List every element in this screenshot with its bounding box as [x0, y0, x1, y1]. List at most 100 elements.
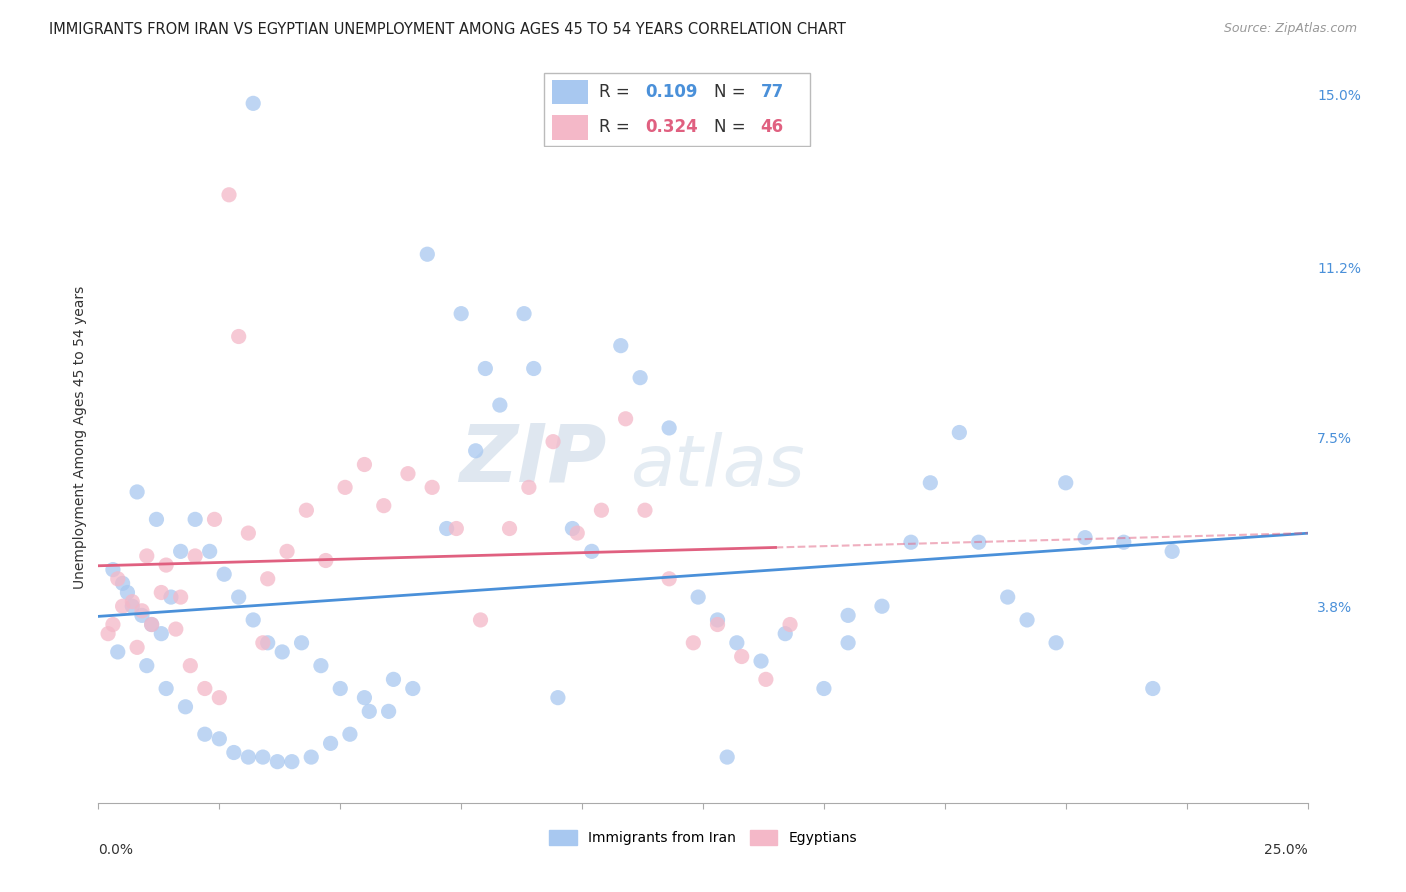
Point	[725, 636, 748, 650]
Point	[222, 746, 245, 760]
Point	[813, 681, 835, 696]
Point	[420, 480, 443, 494]
Point	[97, 626, 120, 640]
Point	[353, 690, 375, 705]
Point	[121, 594, 143, 608]
Point	[281, 755, 304, 769]
Text: 0.109: 0.109	[645, 83, 697, 101]
Point	[464, 443, 486, 458]
Point	[1112, 535, 1135, 549]
Point	[436, 521, 458, 535]
Point	[446, 521, 468, 535]
Point	[450, 307, 472, 321]
Point	[131, 604, 153, 618]
Point	[382, 673, 405, 687]
Point	[339, 727, 361, 741]
Point	[145, 512, 167, 526]
Point	[755, 673, 778, 687]
Point	[474, 361, 496, 376]
Point	[402, 681, 425, 696]
Point	[127, 640, 149, 655]
Point	[184, 549, 207, 563]
Point	[731, 649, 754, 664]
Point	[150, 626, 173, 640]
Point	[1054, 475, 1077, 490]
Point	[169, 544, 191, 558]
Point	[271, 645, 294, 659]
Bar	[553, 115, 588, 140]
Point	[682, 636, 704, 650]
Point	[706, 613, 728, 627]
Point	[614, 412, 637, 426]
FancyBboxPatch shape	[544, 73, 810, 145]
Text: atlas: atlas	[630, 432, 806, 500]
Point	[706, 617, 728, 632]
Text: 0.324: 0.324	[645, 119, 699, 136]
Point	[416, 247, 439, 261]
Point	[111, 599, 134, 614]
Point	[837, 636, 859, 650]
Point	[165, 622, 187, 636]
Point	[517, 480, 540, 494]
Point	[299, 750, 322, 764]
Point	[135, 549, 157, 563]
Point	[155, 681, 177, 696]
Point	[1045, 636, 1067, 650]
Point	[107, 572, 129, 586]
Point	[266, 755, 288, 769]
Point	[160, 590, 183, 604]
Point	[377, 705, 399, 719]
Point	[749, 654, 772, 668]
Point	[591, 503, 613, 517]
Point	[155, 558, 177, 573]
Point	[948, 425, 970, 440]
Point	[396, 467, 419, 481]
Point	[523, 361, 546, 376]
Point	[837, 608, 859, 623]
Text: 77: 77	[761, 83, 785, 101]
Point	[179, 658, 201, 673]
Point	[967, 535, 990, 549]
Point	[101, 563, 124, 577]
Point	[498, 521, 520, 535]
Point	[174, 699, 197, 714]
Point	[208, 731, 231, 746]
Point	[1074, 531, 1097, 545]
Point	[773, 626, 796, 640]
Point	[242, 96, 264, 111]
Point	[141, 617, 163, 632]
Point	[228, 329, 250, 343]
Legend: Immigrants from Iran, Egyptians: Immigrants from Iran, Egyptians	[543, 825, 863, 851]
Point	[194, 681, 217, 696]
Text: Source: ZipAtlas.com: Source: ZipAtlas.com	[1223, 22, 1357, 36]
Point	[252, 750, 274, 764]
Point	[150, 585, 173, 599]
Point	[101, 617, 124, 632]
Point	[489, 398, 512, 412]
Point	[127, 485, 149, 500]
Point	[135, 658, 157, 673]
Text: R =: R =	[599, 119, 636, 136]
Point	[581, 544, 603, 558]
Point	[997, 590, 1019, 604]
Point	[658, 421, 681, 435]
Point	[198, 544, 221, 558]
Point	[1142, 681, 1164, 696]
Point	[315, 553, 337, 567]
Y-axis label: Unemployment Among Ages 45 to 54 years: Unemployment Among Ages 45 to 54 years	[73, 285, 87, 589]
Point	[333, 480, 356, 494]
Point	[121, 599, 143, 614]
Point	[290, 636, 312, 650]
Point	[242, 613, 264, 627]
Point	[547, 690, 569, 705]
Point	[470, 613, 492, 627]
Point	[688, 590, 710, 604]
Point	[920, 475, 942, 490]
Point	[169, 590, 191, 604]
Point	[541, 434, 564, 449]
Point	[658, 572, 681, 586]
Point	[252, 636, 274, 650]
Point	[256, 636, 278, 650]
Point	[276, 544, 298, 558]
Point	[228, 590, 250, 604]
